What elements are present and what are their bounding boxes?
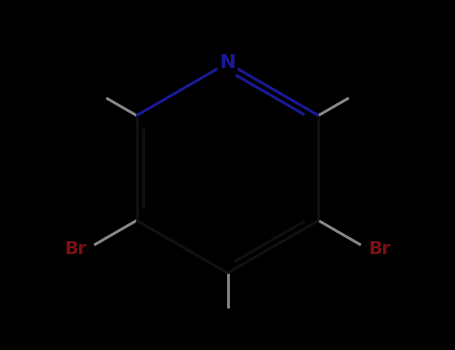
Text: N: N bbox=[219, 54, 236, 72]
Text: Br: Br bbox=[64, 240, 86, 258]
Text: Br: Br bbox=[369, 240, 391, 258]
